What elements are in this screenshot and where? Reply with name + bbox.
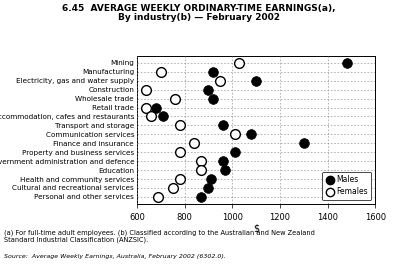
Point: [231, 132, 238, 136]
Point: [158, 70, 164, 74]
Text: Source:  Average Weekly Earnings, Australia, February 2002 (6302.0).: Source: Average Weekly Earnings, Austral…: [4, 254, 226, 259]
Point: [343, 61, 350, 65]
Point: [198, 159, 204, 163]
Text: By industry(b) — February 2002: By industry(b) — February 2002: [118, 13, 279, 22]
Point: [143, 87, 150, 92]
Point: [210, 96, 216, 101]
Point: [160, 114, 166, 118]
Point: [170, 186, 176, 190]
Point: [155, 195, 162, 199]
Point: [231, 150, 238, 154]
Text: 6.45  AVERAGE WEEKLY ORDINARY-TIME EARNINGS(a),: 6.45 AVERAGE WEEKLY ORDINARY-TIME EARNIN…: [62, 4, 335, 13]
Point: [198, 168, 204, 172]
Point: [143, 105, 150, 110]
Point: [153, 105, 159, 110]
Point: [205, 87, 212, 92]
Point: [208, 177, 214, 181]
Point: [236, 61, 243, 65]
Point: [220, 159, 226, 163]
Point: [217, 78, 224, 83]
Legend: Males, Females: Males, Females: [322, 171, 371, 200]
X-axis label: $: $: [253, 223, 259, 233]
Point: [222, 168, 228, 172]
Point: [148, 114, 154, 118]
Point: [248, 132, 254, 136]
Point: [172, 96, 178, 101]
Point: [198, 195, 204, 199]
Point: [301, 141, 307, 145]
Point: [177, 177, 183, 181]
Point: [253, 78, 259, 83]
Point: [191, 141, 197, 145]
Text: (a) For full-time adult employees. (b) Classified according to the Australian an: (a) For full-time adult employees. (b) C…: [4, 229, 315, 243]
Point: [210, 70, 216, 74]
Point: [205, 186, 212, 190]
Point: [220, 123, 226, 127]
Point: [177, 150, 183, 154]
Point: [177, 123, 183, 127]
